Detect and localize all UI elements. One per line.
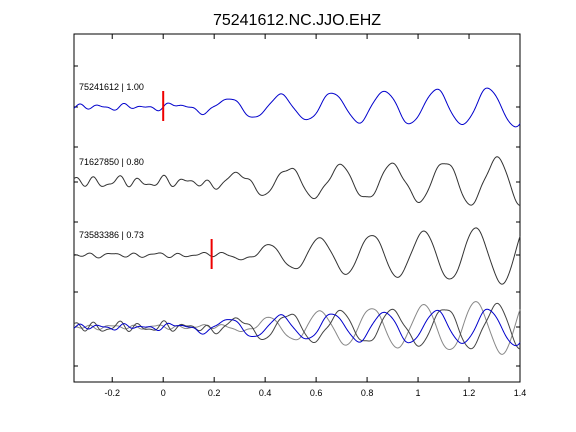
- trace-2-waveform: [73, 156, 521, 206]
- trace-labels: 75241612 | 1.00 71627850 | 0.80 73583386 |…: [79, 82, 144, 240]
- trace-3-label: 73583386 | 0.73: [79, 230, 144, 240]
- trace-layer: [73, 87, 521, 355]
- axis-ticks: [74, 34, 521, 382]
- stack-trace-2: [73, 302, 521, 350]
- stack-trace-3: [73, 301, 521, 355]
- x-tick-label: 0.4: [259, 388, 272, 398]
- plot-frame: [73, 33, 521, 383]
- x-tick-label: 1: [416, 388, 421, 398]
- x-tick-label: 0.6: [310, 388, 323, 398]
- x-tick-labels: -0.2 0 0.2 0.4 0.6 0.8 1 1.2 1.4: [104, 388, 526, 398]
- trace-1-label: 75241612 | 1.00: [79, 82, 144, 92]
- chart-title: 75241612.NC.JJO.EHZ: [213, 12, 381, 29]
- x-tick-label: 1.4: [514, 388, 527, 398]
- x-tick-label: 0.2: [208, 388, 221, 398]
- pick-markers: [162, 91, 213, 269]
- trace-3-waveform: [73, 227, 521, 285]
- x-tick-label: 0.8: [361, 388, 374, 398]
- x-tick-label: -0.2: [104, 388, 120, 398]
- stack-trace-1: [73, 308, 521, 347]
- x-tick-label: 1.2: [463, 388, 476, 398]
- x-tick-label: 0: [161, 388, 166, 398]
- trace-2-label: 71627850 | 0.80: [79, 157, 144, 167]
- trace-1-waveform: [73, 87, 521, 128]
